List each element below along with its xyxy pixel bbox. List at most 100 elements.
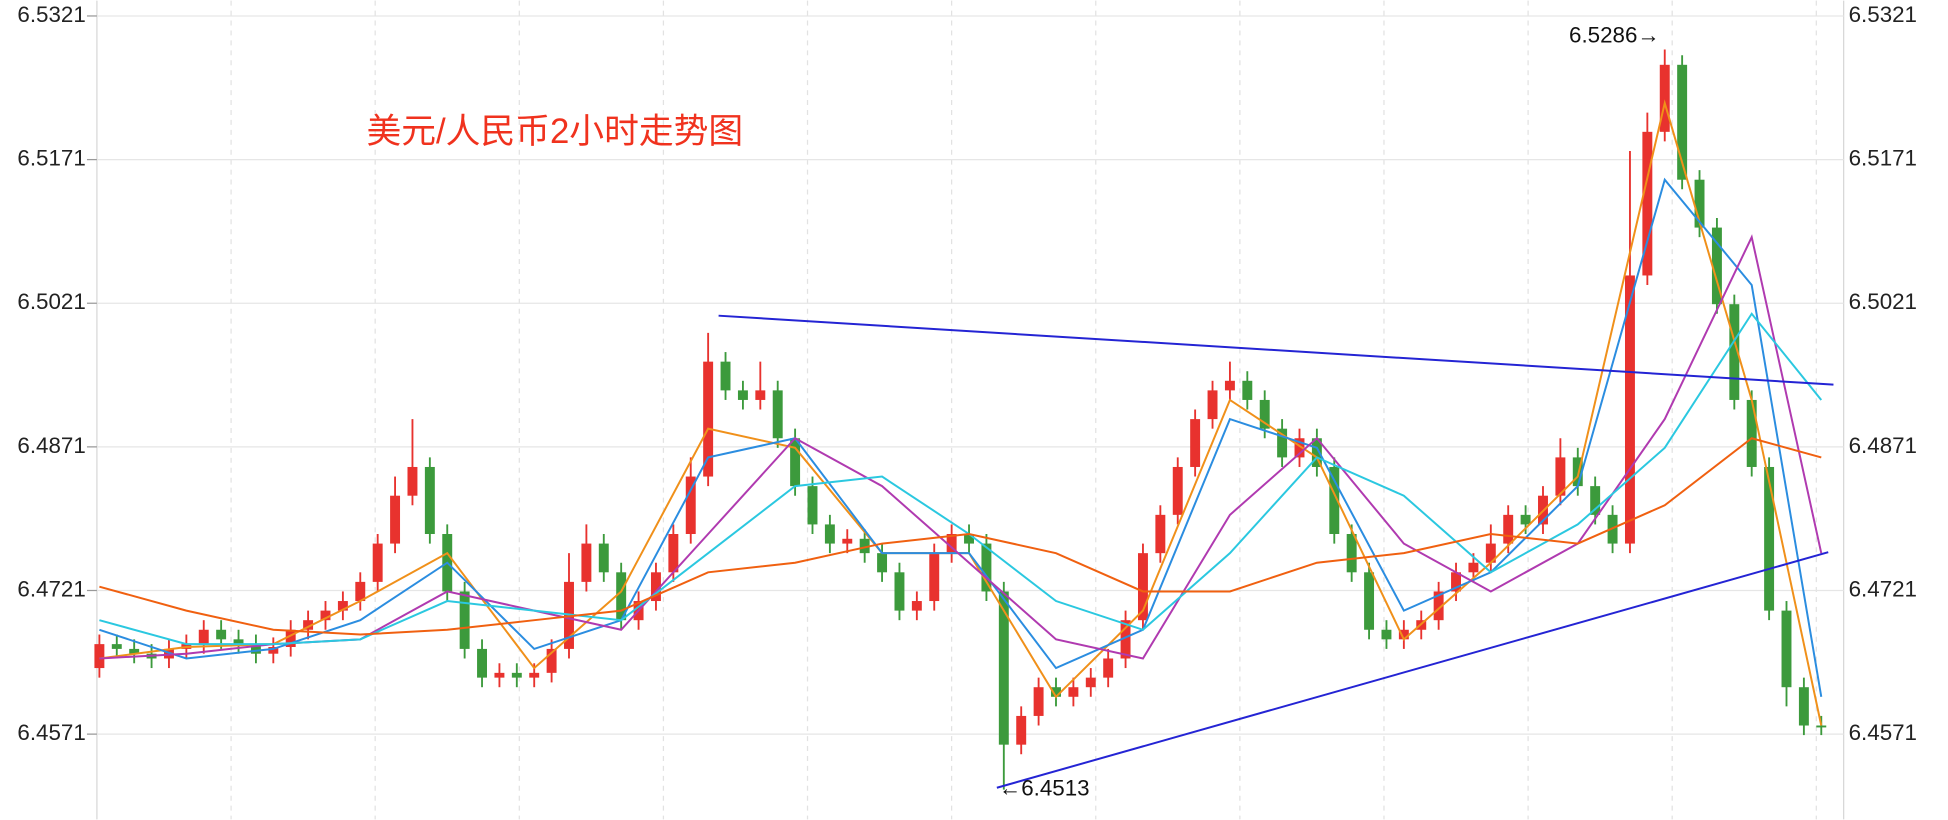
candle-body [946,534,957,554]
annotation: ←6.4513 [999,775,1090,800]
y-tick-label: 6.5171 [17,146,85,171]
candle-body [477,648,487,678]
y-tick-label: 6.4571 [17,720,85,745]
candle-body [1103,658,1114,678]
candle-body [111,644,122,649]
candle-body [1085,677,1096,688]
candle-body [772,390,783,439]
candle-body [250,644,261,654]
candle-body [1016,715,1027,745]
candle-body [1294,438,1305,458]
candle-body [1051,687,1061,697]
y2-tick-label: 6.4721 [1849,576,1917,601]
candle-body [1503,514,1514,544]
candle-body [1364,572,1375,630]
candle-body [1485,543,1496,563]
candle-body [1572,457,1583,487]
candle-body [1137,553,1148,621]
candle-body [1816,725,1827,728]
candle-body [859,538,870,554]
candle-body [998,591,1009,745]
candle-body [494,672,505,678]
candle-body [268,646,279,654]
candle-body [790,438,801,487]
candle-body [1398,629,1409,640]
candle-body [929,553,940,602]
candle-body [1555,457,1566,496]
candle-body [1729,304,1740,400]
candle-body [685,476,696,535]
trend-line [718,314,1834,386]
candle-body [1711,227,1722,305]
candle-body [1068,687,1079,697]
candle-body [877,553,888,573]
candle-body [459,591,470,649]
candle-body [1520,514,1531,525]
annotation: 6.5286→ [1569,23,1660,48]
y2-tick-label: 6.4871 [1849,433,1917,458]
candle-body [1311,438,1322,467]
candle-body [372,543,383,582]
candle-body [1277,428,1288,458]
candle-body [1190,419,1201,467]
trend-line [996,551,1829,789]
y2-tick-label: 6.4571 [1849,720,1917,745]
candle-body [1764,466,1775,611]
candle-body [407,466,418,496]
y2-tick-label: 6.5171 [1849,146,1917,171]
candle-body [1781,610,1792,688]
candle-body [1346,534,1357,573]
candle-body [198,629,209,645]
candle-body [233,639,244,645]
candle-body [546,648,557,673]
y-tick-label: 6.4871 [17,433,85,458]
candle-body [737,390,748,400]
y-tick-label: 6.5321 [17,2,85,27]
lines [99,99,1834,789]
candle-body [842,538,853,544]
candle-body [911,601,922,611]
candle-body [581,543,592,582]
candle-body [1642,131,1653,276]
candle-body [598,543,609,573]
candle-body [981,543,992,592]
candle-body [303,620,314,630]
candle-body [1033,687,1044,716]
candle-body [1329,466,1340,535]
moving-average-line [99,437,1822,636]
candle-body [1224,380,1235,391]
y2-tick-label: 6.5321 [1849,2,1917,27]
candle-body [824,524,835,544]
candle-body [129,648,140,654]
candle-body [1172,466,1183,515]
y-tick-label: 6.4721 [17,576,85,601]
candle-body [964,534,974,544]
candle-body [1590,486,1601,515]
candle-body [1677,64,1688,180]
candle-body [1259,399,1270,429]
candle-body [894,572,905,611]
candle-body [668,534,679,573]
candle-body [1381,629,1392,640]
candle-body [1451,572,1461,592]
y2-tick-label: 6.5021 [1849,289,1917,314]
labels: 6.4571 6.4571 6.4721 6.4721 6.4871 6.4871 6.50… [17,2,1917,745]
candle-body [511,672,522,678]
candle-body [1624,275,1635,544]
candle-body [285,629,296,647]
candle-body [1433,591,1444,621]
candle-body [650,572,661,602]
candle-body [616,572,627,621]
candle-body [390,495,401,544]
horizontal-grid [86,15,1844,735]
candle-body [216,629,227,640]
candle-body [720,361,731,391]
candle-body [1207,390,1218,420]
moving-average-line [99,177,1823,697]
candle-body [703,361,714,477]
candle-body [1120,620,1131,659]
candle-body [807,486,818,525]
